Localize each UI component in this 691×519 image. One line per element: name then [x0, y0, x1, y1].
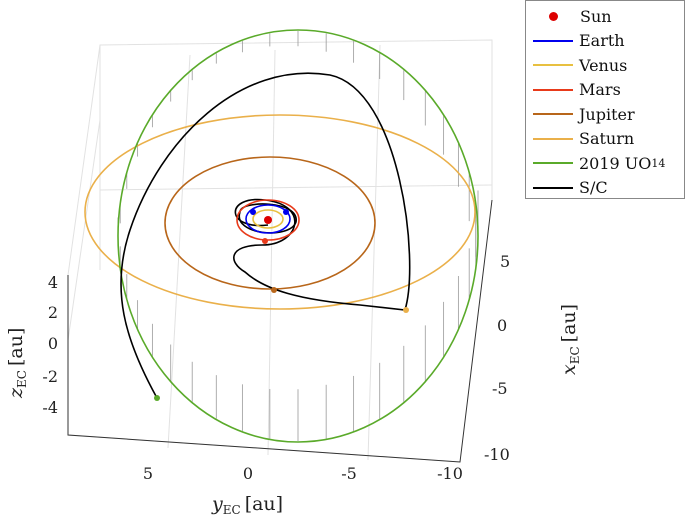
line-swatch-icon [533, 39, 573, 42]
planet-position-marker [154, 395, 160, 401]
line-swatch-icon [533, 113, 573, 115]
venus-orbit [252, 209, 284, 229]
z-axis-label: zEC[au] [5, 328, 29, 399]
planet-position-marker [283, 209, 289, 215]
sun-marker [264, 216, 272, 224]
x-tick-label: -5 [492, 379, 508, 398]
planet-position-marker [271, 287, 277, 293]
planet-position-marker [250, 209, 256, 215]
uo14-orbit [117, 29, 479, 443]
axes [67, 199, 493, 463]
legend-label: Sun [580, 6, 612, 26]
z-tick-label: 2 [48, 303, 58, 322]
grid-lines [67, 39, 493, 463]
drop-lines [117, 31, 479, 441]
legend-label: S/C [579, 178, 608, 197]
line-swatch-icon [533, 162, 573, 164]
legend-label: Saturn [579, 129, 635, 148]
y-tick-label: 5 [143, 464, 153, 483]
legend-item: Earth [526, 29, 625, 53]
z-tick-label: -4 [42, 398, 58, 417]
legend-label: Earth [579, 31, 625, 50]
legend-label: Jupiter [579, 104, 635, 124]
legend: Sun Earth Venus Mars Jupiter Saturn 2019 UO 14 S… [525, 0, 685, 199]
z-tick-label: 0 [48, 334, 58, 353]
x-tick-label: 5 [500, 252, 510, 271]
y-axis-label: yEC [au] [211, 493, 283, 517]
line-swatch-icon [533, 64, 573, 66]
legend-label: Venus [579, 55, 628, 75]
legend-label-subscript: 14 [651, 156, 666, 170]
legend-item: Venus [526, 53, 627, 77]
x-tick-label: -10 [484, 445, 510, 464]
z-tick-label: 4 [48, 273, 58, 292]
dot-marker-icon [549, 11, 558, 21]
line-swatch-icon [533, 88, 573, 91]
legend-item: Mars [526, 78, 621, 102]
legend-item: 2019 UO 14 [526, 151, 665, 175]
y-tick-label: -10 [437, 464, 463, 483]
y-tick-label: -5 [341, 464, 357, 483]
z-tick-label: -2 [42, 367, 58, 386]
line-swatch-icon [533, 137, 573, 140]
x-tick-label: 0 [497, 316, 507, 335]
legend-item: Saturn [526, 127, 634, 151]
earth-orbit [245, 204, 291, 234]
legend-item: Jupiter [526, 102, 635, 126]
planet-position-marker [403, 307, 409, 313]
saturn-orbit [84, 114, 476, 310]
legend-item: Sun [526, 4, 612, 28]
y-tick-label: 0 [243, 464, 253, 483]
sc-trajectory-loop [238, 203, 297, 234]
sc-trajectory [120, 72, 411, 399]
x-axis-label: xEC[au] [558, 304, 582, 375]
mars-orbit [236, 199, 300, 241]
line-swatch-icon [533, 186, 573, 189]
legend-label: Mars [579, 80, 621, 99]
jupiter-orbit [164, 156, 376, 290]
legend-label: 2019 UO [579, 153, 652, 173]
legend-item: S/C [526, 176, 608, 200]
planet-position-marker [262, 238, 268, 244]
